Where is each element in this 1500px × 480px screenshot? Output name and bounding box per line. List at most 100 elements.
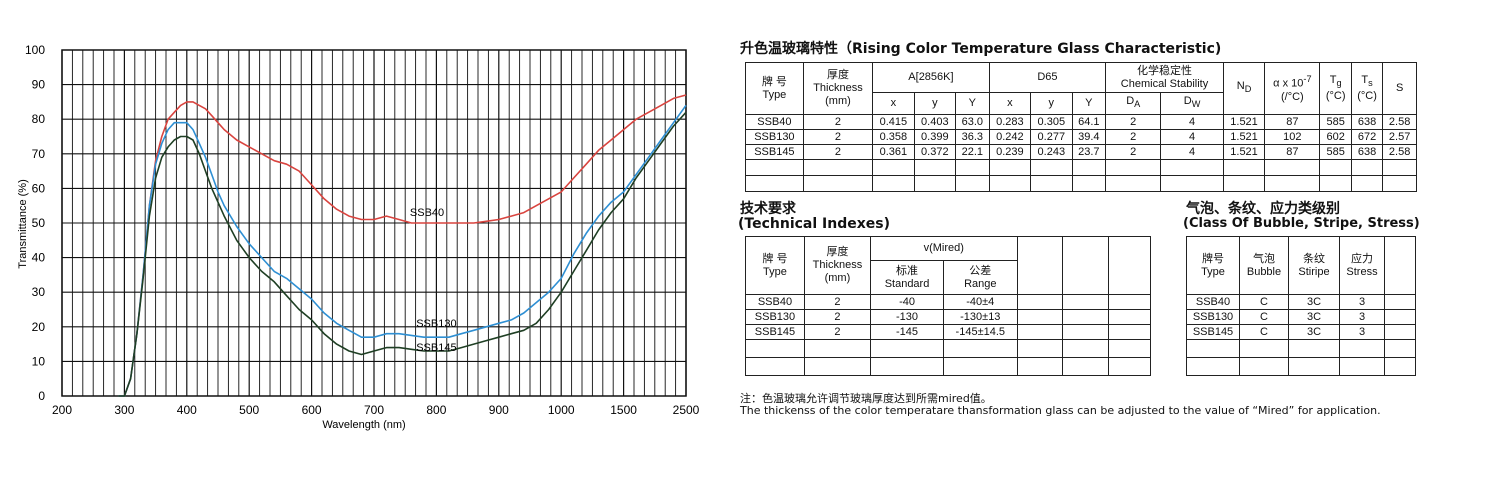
table-cell: 3C: [1288, 294, 1340, 310]
table2-title-cn: 技术要求: [740, 201, 796, 217]
blank-cell: [1288, 357, 1340, 376]
table-cell: SSB130: [745, 129, 804, 145]
header-range: 公差 Range: [943, 260, 1018, 295]
blank-cell: [1160, 159, 1224, 176]
blank-cell: [1239, 357, 1289, 376]
plot-frame: [61, 49, 687, 397]
y-tick-label: 0: [38, 389, 45, 403]
y-tick-label: 70: [32, 147, 46, 161]
y-tick-label: 100: [25, 43, 45, 57]
table-cell: 3C: [1288, 309, 1340, 325]
table-cell: 2: [1105, 129, 1162, 145]
table-cell: 0.415: [872, 114, 915, 130]
table-cell: 602: [1319, 129, 1352, 145]
table-cell: 0.239: [988, 144, 1032, 160]
blank-row: [745, 357, 1152, 376]
y-tick-label: 10: [32, 354, 46, 368]
table3-title-en: (Class Of Bubble, Stripe, Stress): [1183, 216, 1420, 231]
y-tick-label: 80: [32, 112, 46, 126]
blank-cell: [1062, 236, 1109, 295]
table-row: SSB130 2 0.358 0.399 36.3 0.242 0.277 39.4 2 4 1.5…: [745, 129, 1417, 145]
blank-cell: [1350, 159, 1384, 176]
series-line-ssb130: [118, 104, 687, 397]
header-thickness: 厚度 Thickness (mm): [803, 236, 871, 295]
sub-header-y: y: [913, 92, 957, 115]
blank-cell: [745, 357, 805, 376]
table-cell: 0.277: [1030, 129, 1073, 145]
blank-cell: [1071, 175, 1107, 192]
table-cell: 2: [802, 129, 874, 145]
table-cell: 4: [1160, 144, 1224, 160]
header-d65: D65: [988, 62, 1107, 93]
blank-cell: [1107, 339, 1152, 358]
series-label-ssb130: SSB130: [416, 318, 456, 330]
table-cell: 0.399: [913, 129, 957, 145]
blank-cell: [1384, 236, 1416, 295]
table-cell: 2: [1105, 114, 1162, 130]
blank-cell: [1264, 159, 1321, 176]
blank-cell: [1239, 339, 1289, 358]
blank-cell: [988, 175, 1032, 192]
header-stress: 应力 Stress: [1339, 236, 1385, 295]
blank-cell: [1350, 175, 1384, 192]
blank-cell: [988, 159, 1032, 176]
blank-cell: [1030, 159, 1073, 176]
table-cell: 2: [803, 309, 871, 325]
sub-header-x: x: [872, 92, 915, 115]
blank-cell: [1384, 294, 1416, 310]
blank-cell: [1264, 175, 1321, 192]
blank-cell: [1107, 294, 1152, 310]
table-cell: 2.58: [1382, 144, 1417, 160]
chart-grid: [61, 49, 687, 397]
table-cell: SSB40: [745, 114, 804, 130]
header-s: S: [1382, 62, 1417, 115]
table2-title-en: (Technical Indexes): [738, 216, 890, 232]
table-cell: -40±4: [943, 294, 1018, 310]
blank-cell: [872, 159, 915, 176]
table-cell: 585: [1319, 144, 1352, 160]
header-type: 牌 号 Type: [745, 62, 804, 115]
table-row: SSB145 C 3C 3: [1186, 324, 1416, 340]
y-tick-label: 20: [32, 320, 46, 334]
blank-cell: [1384, 324, 1416, 340]
table3-title-cn: 气泡、条纹、应力类级别: [1186, 201, 1340, 217]
table-row: SSB145 2 -145 -145±14.5: [745, 324, 1152, 340]
blank-cell: [1382, 159, 1417, 176]
blank-cell: [1016, 294, 1064, 310]
table-cell: 87: [1264, 144, 1321, 160]
x-tick-label: 400: [177, 403, 197, 417]
table-cell: 1.521: [1222, 129, 1266, 145]
table-cell: 1.521: [1222, 114, 1266, 130]
blank-cell: [802, 175, 874, 192]
header-standard: 标准 Standard: [869, 260, 945, 295]
table-cell: 2.57: [1382, 129, 1417, 145]
table-cell: 638: [1350, 114, 1384, 130]
blank-cell: [745, 339, 805, 358]
x-tick-label: 2500: [673, 403, 700, 417]
table-row: SSB40 C 3C 3: [1186, 294, 1416, 310]
table-cell: 4: [1160, 129, 1224, 145]
y-tick-label: 50: [32, 216, 46, 230]
table-row: SSB40 2 -40 -40±4: [745, 294, 1152, 310]
blank-cell: [803, 357, 871, 376]
table-cell: 638: [1350, 144, 1384, 160]
header-alpha: α x 10-7 (/°C): [1264, 62, 1321, 115]
header-type: 牌 号 Type: [745, 236, 805, 295]
blank-cell: [1222, 159, 1266, 176]
header-nd: ND: [1222, 62, 1266, 115]
table-cell: 3: [1339, 294, 1385, 310]
header-a2856k: A[2856K]: [872, 62, 990, 93]
blank-cell: [1062, 309, 1109, 325]
blank-cell: [1319, 175, 1352, 192]
transmittance-chart: 0 10 20 30 40 50 60 70 80 90 100 200 300 400 500 600 70…: [17, 43, 700, 431]
table-cell: 3: [1339, 324, 1385, 340]
technical-indexes-table: 牌 号 Type 厚度 Thickness (mm) v(Mired) 标准 Stand…: [745, 236, 1152, 376]
table-row: SSB40 2 0.415 0.403 63.0 0.283 0.305 64.1 2 4 1.52…: [745, 114, 1417, 130]
table-cell: 63.0: [955, 114, 990, 130]
table-cell: 2: [1105, 144, 1162, 160]
blank-cell: [1382, 175, 1417, 192]
table-cell: 2: [802, 144, 874, 160]
x-tick-label: 1000: [548, 403, 575, 417]
table-cell: C: [1239, 309, 1289, 325]
blank-cell: [1071, 159, 1107, 176]
